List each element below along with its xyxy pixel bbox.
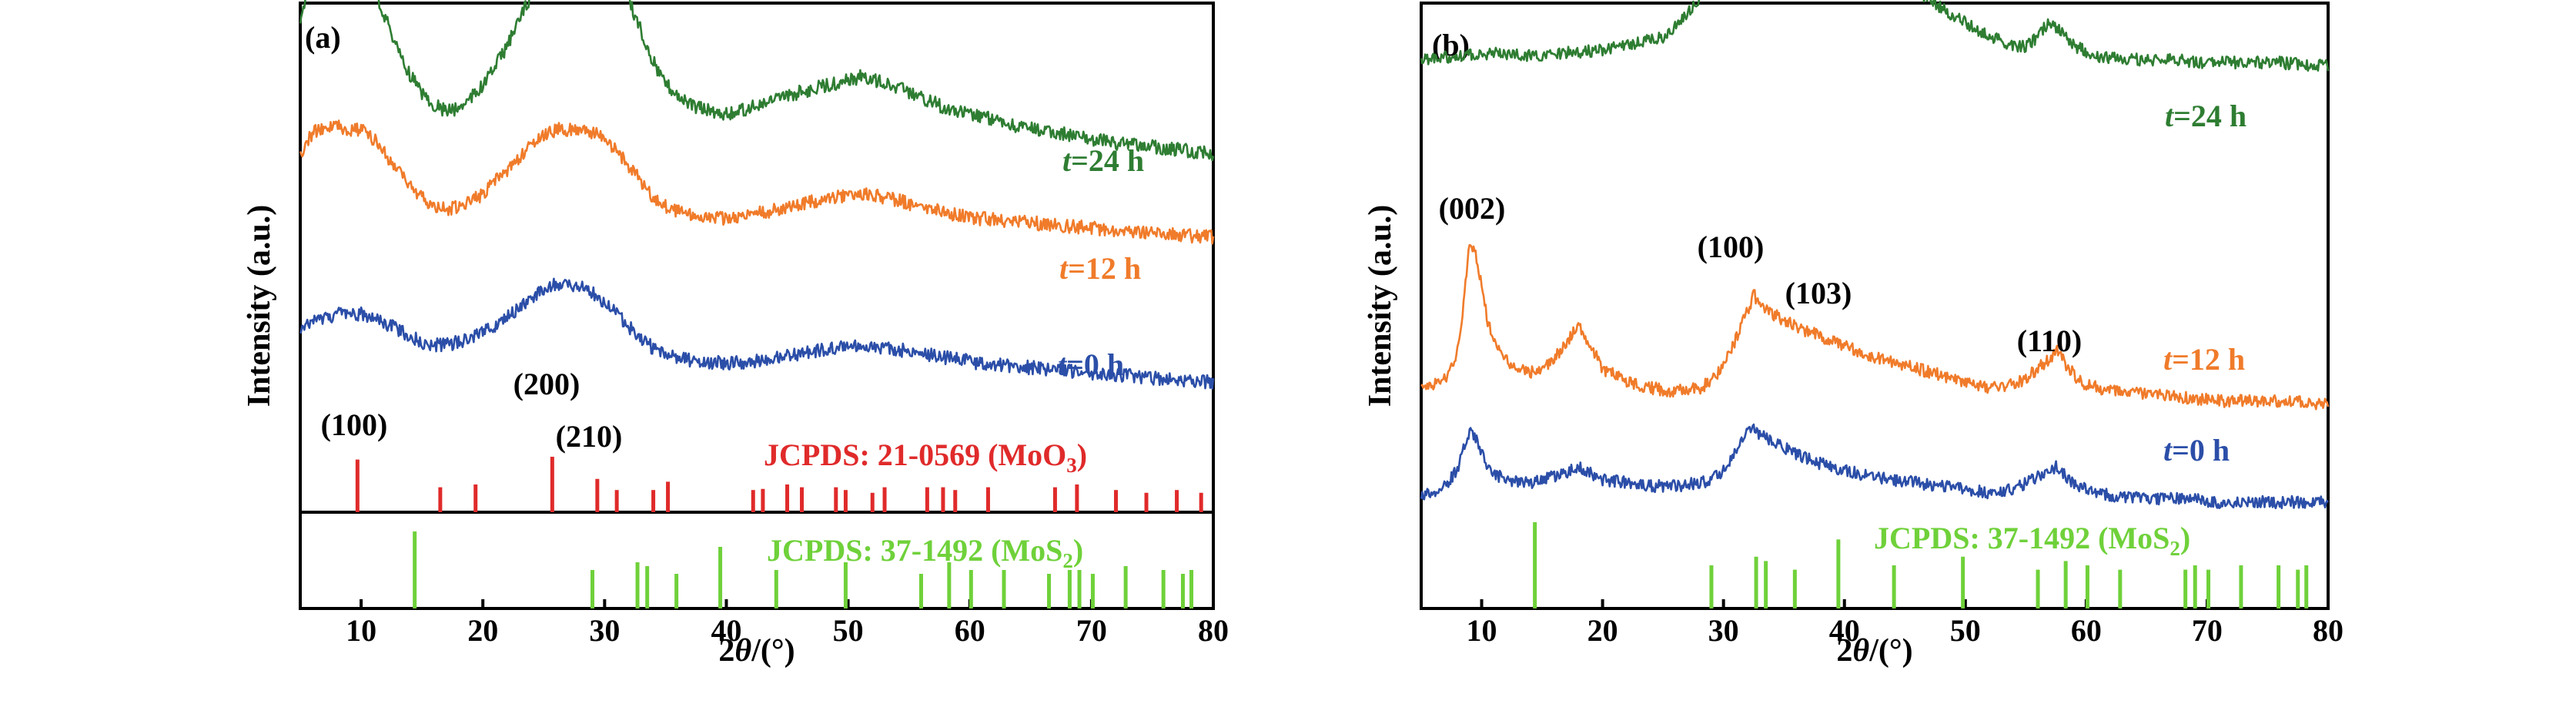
x-tick-label: 10 bbox=[1467, 613, 1497, 648]
panel-b-series bbox=[1420, 0, 2330, 510]
xrd-series-line bbox=[1420, 423, 2330, 510]
panel-a-x-axis-label-prefix: 2 bbox=[718, 633, 734, 669]
x-tick-label: 10 bbox=[346, 613, 376, 648]
panel-b-x-axis-label: 2θ/(°) bbox=[1836, 633, 1912, 669]
panel-a-label-0h: t=0 h bbox=[1058, 347, 1124, 382]
x-tick-label: 20 bbox=[467, 613, 498, 648]
panel-a-x-ticks: 10 20 30 40 50 60 70 80 bbox=[346, 599, 1229, 648]
panel-a-x-axis-label-suffix: /(°) bbox=[751, 633, 795, 669]
panel-b-y-axis-label: Intensity (a.u.) bbox=[1363, 205, 1398, 407]
xrd-series-line bbox=[1420, 243, 2330, 411]
xrd-series-line bbox=[299, 277, 1215, 390]
panel-a-jcpds-mos2-sub: 2 bbox=[1062, 549, 1073, 572]
xrd-series-line bbox=[299, 119, 1215, 245]
panel-a-miller-100: (100) bbox=[321, 407, 388, 442]
panel-b-x-axis-label-suffix: /(°) bbox=[1868, 633, 1912, 669]
panel-a-jcpds-mos2-suffix: ) bbox=[1073, 533, 1083, 568]
x-tick-label: 60 bbox=[2071, 613, 2102, 648]
panel-a-label-12h: t=12 h bbox=[1059, 251, 1141, 286]
panel-a: (a) Intensity (a.u.) 2θ/(°) 10 20 30 40 50 60… bbox=[242, 0, 1229, 669]
panel-a-jcpds-mos2-name: JCPDS: 37-1492 (MoS bbox=[767, 533, 1062, 568]
panel-a-label-12h-t: t bbox=[1059, 251, 1069, 286]
panel-b-label-12h-t: t bbox=[2163, 342, 2173, 377]
panel-b-label: (b) bbox=[1432, 28, 1470, 62]
panel-a-jcpds-moo3-suffix: ) bbox=[1077, 437, 1087, 472]
panel-b-reference-bars bbox=[1533, 522, 2309, 608]
x-tick-label: 20 bbox=[1587, 613, 1618, 648]
x-tick-label: 50 bbox=[833, 613, 864, 648]
panel-a-miller-200: (200) bbox=[514, 367, 580, 401]
panel-b-frame bbox=[1420, 2, 2330, 610]
panel-b-label-0h: t=0 h bbox=[2163, 433, 2230, 468]
panel-b: (b) Intensity (a.u.) 2θ/(°) 10 20 30 40 50 60… bbox=[1363, 0, 2343, 669]
panel-a-label-0h-t: t bbox=[1058, 347, 1068, 382]
panel-b-peak-103: (103) bbox=[1785, 276, 1852, 310]
panel-a-miller-210: (210) bbox=[556, 419, 623, 454]
panel-a-label-24h-rest: =24 h bbox=[1071, 143, 1144, 178]
panel-b-x-axis-label-theta: θ bbox=[1852, 633, 1869, 669]
panel-b-x-axis-label-prefix: 2 bbox=[1836, 633, 1852, 669]
x-tick-label: 60 bbox=[955, 613, 985, 648]
x-tick-label: 40 bbox=[711, 613, 741, 648]
panel-b-label-24h-rest: =24 h bbox=[2173, 99, 2246, 133]
panel-b-label-24h: t=24 h bbox=[2165, 99, 2246, 133]
panel-b-peak-110: (110) bbox=[2017, 323, 2082, 358]
xrd-series-line bbox=[299, 0, 1215, 162]
x-tick-label: 30 bbox=[589, 613, 620, 648]
panel-a-label-24h: t=24 h bbox=[1062, 143, 1144, 178]
panel-a-x-axis-label: 2θ/(°) bbox=[718, 633, 795, 669]
panel-a-label: (a) bbox=[305, 20, 341, 55]
x-tick-label: 50 bbox=[1950, 613, 1981, 648]
panel-a-y-axis-label: Intensity (a.u.) bbox=[242, 205, 277, 407]
panel-b-jcpds-mos2: JCPDS: 37-1492 (MoS2) bbox=[1874, 521, 2190, 560]
x-tick-label: 70 bbox=[2192, 613, 2223, 648]
panel-b-jcpds-mos2-name: JCPDS: 37-1492 (MoS bbox=[1874, 521, 2170, 555]
panel-a-jcpds-moo3: JCPDS: 21-0569 (MoO3) bbox=[764, 437, 1087, 477]
x-tick-label: 40 bbox=[1829, 613, 1860, 648]
panel-a-jcpds-moo3-sub: 3 bbox=[1066, 454, 1077, 477]
x-tick-label: 80 bbox=[1198, 613, 1229, 648]
panel-b-peak-100: (100) bbox=[1698, 230, 1765, 264]
panel-b-label-0h-rest: =0 h bbox=[2172, 433, 2230, 468]
panel-a-jcpds-mos2: JCPDS: 37-1492 (MoS2) bbox=[767, 533, 1083, 572]
panel-b-jcpds-mos2-sub: 2 bbox=[2170, 537, 2180, 560]
panel-a-reference-frame bbox=[299, 511, 1215, 610]
panel-a-jcpds-moo3-name: JCPDS: 21-0569 (MoO bbox=[764, 437, 1066, 472]
panel-a-label-0h-rest: =0 h bbox=[1066, 347, 1124, 382]
x-tick-label: 30 bbox=[1708, 613, 1739, 648]
panel-b-label-12h-rest: =12 h bbox=[2172, 342, 2245, 377]
panel-b-label-12h: t=12 h bbox=[2163, 342, 2245, 377]
panel-b-label-24h-t: t bbox=[2165, 99, 2175, 133]
panel-b-jcpds-mos2-suffix: ) bbox=[2180, 521, 2190, 555]
x-tick-label: 80 bbox=[2313, 613, 2343, 648]
panel-a-label-24h-t: t bbox=[1062, 143, 1072, 178]
panel-a-series bbox=[299, 0, 1215, 390]
panel-a-x-axis-label-theta: θ bbox=[734, 633, 751, 669]
xrd-series-line bbox=[1420, 0, 2330, 72]
panel-b-peak-002: (002) bbox=[1439, 191, 1506, 226]
panel-a-label-12h-rest: =12 h bbox=[1068, 251, 1141, 286]
panel-b-label-0h-t: t bbox=[2163, 433, 2173, 468]
x-tick-label: 70 bbox=[1076, 613, 1107, 648]
panel-a-reference-bars bbox=[355, 457, 1203, 608]
